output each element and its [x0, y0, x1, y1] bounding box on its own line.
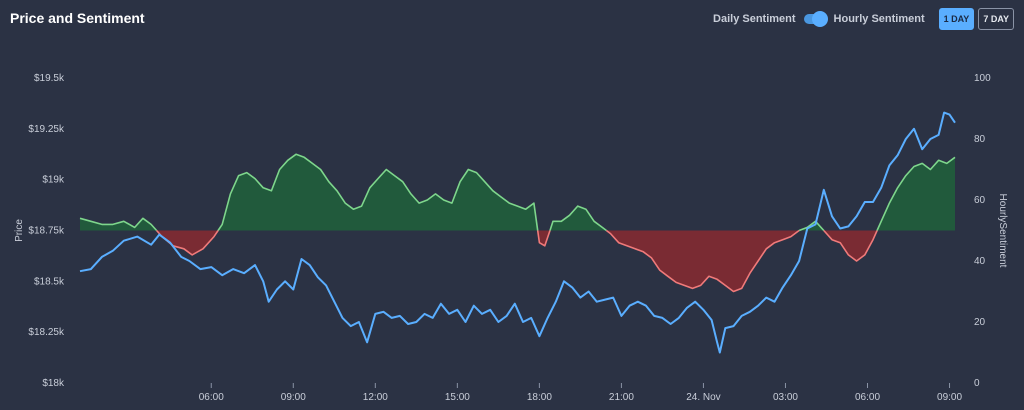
sentiment-negative-area — [537, 230, 550, 246]
sentiment-negative-line — [823, 229, 878, 262]
sentiment-negative-area — [606, 230, 800, 292]
y-right-tick-label: 60 — [974, 195, 986, 206]
hourly-sentiment-label: Hourly Sentiment — [833, 13, 925, 25]
x-tick-label: 15:00 — [445, 392, 470, 403]
chart-title: Price and Sentiment — [10, 10, 145, 26]
y-left-tick-label: $18.5k — [34, 276, 65, 287]
x-tick-label: 06:00 — [855, 392, 880, 403]
y-right-axis-title: HourlySentiment — [997, 194, 1008, 268]
x-tick-label: 09:00 — [281, 392, 306, 403]
sentiment-negative-line — [536, 230, 551, 247]
series-lines-layer — [79, 111, 956, 354]
y-right-tick-label: 0 — [974, 378, 980, 389]
y-left-axis-title: Price — [14, 219, 25, 242]
range-1-day-button[interactable]: 1 DAY — [938, 8, 975, 30]
price-line — [79, 111, 956, 354]
sentiment-toggle[interactable] — [803, 11, 828, 27]
toggle-knob — [811, 11, 828, 27]
x-tick-label: 21:00 — [609, 392, 634, 403]
y-right-tick-label: 20 — [974, 317, 986, 328]
sentiment-positive-area — [218, 154, 538, 231]
axes-layer: $19.5k $19.25k $19k $18.75k $18.5k $18.25k $18… — [14, 73, 1008, 403]
y-right-tick-label: 100 — [974, 73, 991, 84]
y-left-tick-label: $19.5k — [34, 73, 65, 84]
sentiment-positive-area — [80, 218, 157, 231]
sentiment-negative-area — [823, 230, 878, 261]
x-tick-label: 18:00 — [527, 392, 552, 403]
sentiment-positive-line — [217, 153, 539, 231]
y-left-tick-label: $19.25k — [28, 124, 65, 135]
sentiment-positive-area — [877, 157, 955, 231]
sentiment-positive-area — [550, 206, 607, 231]
x-tick-label: 12:00 — [363, 392, 388, 403]
range-7-day-button[interactable]: 7 DAY — [978, 8, 1014, 30]
y-left-tick-label: $19k — [42, 175, 65, 186]
sentiment-fill-layer — [80, 154, 955, 292]
sentiment-controls: Daily Sentiment Hourly Sentiment 1 DAY 7… — [713, 8, 1014, 30]
x-tick-label: 09:00 — [937, 392, 962, 403]
y-left-tick-label: $18k — [42, 378, 65, 389]
daily-sentiment-label: Daily Sentiment — [713, 13, 796, 25]
range-buttons: 1 DAY 7 DAY — [938, 8, 1014, 30]
x-tick-label: 06:00 — [199, 392, 224, 403]
x-tick-label: 03:00 — [773, 392, 798, 403]
sentiment-negative-line — [605, 229, 800, 293]
sentiment-positive-line — [549, 205, 607, 232]
y-left-tick-label: $18.75k — [28, 226, 65, 237]
y-right-tick-label: 40 — [974, 256, 986, 267]
sentiment-positive-line — [876, 156, 956, 231]
x-tick-label: 24. Nov — [686, 392, 720, 403]
sentiment-positive-line — [798, 220, 825, 232]
y-left-tick-label: $18.25k — [28, 327, 65, 338]
y-right-tick-label: 80 — [974, 134, 986, 145]
sentiment-positive-line — [79, 217, 158, 232]
